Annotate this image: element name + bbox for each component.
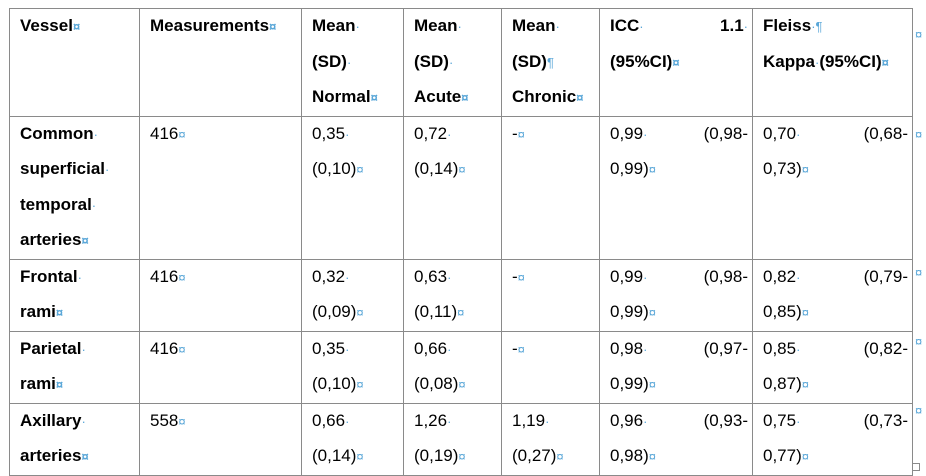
icc-cell: 0,99· (0,98- 0,99)¤ [599,258,753,332]
row-end-mark: ¤ [915,127,923,142]
row-end-mark: ¤ [915,265,923,280]
row-end-mark: ¤ [915,403,923,418]
normal-cell: 0,32· (0,09)¤ [301,258,404,332]
header-measurements: Measurements¤ [139,8,302,117]
vessel-cell: Frontal· rami¤ [9,258,140,332]
table-resize-handle[interactable] [912,463,920,471]
acute-cell: 0,66· (0,08)¤ [403,330,502,404]
row-end-mark: ¤ [915,334,923,349]
acute-cell: 0,72· (0,14)¤ [403,115,502,260]
icc-cell: 0,98· (0,97- 0,99)¤ [599,330,753,404]
acute-cell: 0,63· (0,11)¤ [403,258,502,332]
table-row: Parietal· rami¤ 416¤ 0,35· (0,10)¤ 0,66·… [9,330,913,404]
fleiss-cell: 0,85· (0,82- 0,87)¤ [752,330,913,404]
vessel-cell: Axillary· arteries¤ [9,402,140,476]
normal-cell: 0,35· (0,10)¤ [301,115,404,260]
fleiss-cell: 0,82· (0,79- 0,85)¤ [752,258,913,332]
fleiss-cell: 0,75· (0,73- 0,77)¤ [752,402,913,476]
table-row: Axillary· arteries¤ 558¤ 0,66· (0,14)¤ 1… [9,402,913,476]
header-row: Vessel¤ Measurements¤ Mean· (SD)· Normal… [9,8,913,117]
measurements-cell: 416¤ [139,258,302,332]
icc-cell: 0,96· (0,93- 0,98)¤ [599,402,753,476]
data-table: Vessel¤ Measurements¤ Mean· (SD)· Normal… [9,8,913,476]
chronic-cell: -¤ [501,330,600,404]
normal-cell: 0,35· (0,10)¤ [301,330,404,404]
header-mean-acute: Mean· (SD)· Acute¤ [403,8,502,117]
header-mean-chronic: Mean· (SD)¶ Chronic¤ [501,8,600,117]
header-vessel: Vessel¤ [9,8,140,117]
vessel-cell: Parietal· rami¤ [9,330,140,404]
chronic-cell: -¤ [501,258,600,332]
icc-cell: 0,99· (0,98- 0,99)¤ [599,115,753,260]
table-row: Frontal· rami¤ 416¤ 0,32· (0,09)¤ 0,63· … [9,258,913,332]
header-icc: ICC· 1.1· (95%CI)¤ [599,8,753,117]
vessel-cell: Common· superficial· temporal· arteries¤ [9,115,140,260]
fleiss-cell: 0,70· (0,68- 0,73)¤ [752,115,913,260]
normal-cell: 0,66· (0,14)¤ [301,402,404,476]
acute-cell: 1,26· (0,19)¤ [403,402,502,476]
chronic-cell: 1,19· (0,27)¤ [501,402,600,476]
header-mean-normal: Mean· (SD)· Normal¤ [301,8,404,117]
measurements-cell: 558¤ [139,402,302,476]
header-fleiss-kappa: Fleiss·¶ Kappa·(95%CI)¤ [752,8,913,117]
measurements-cell: 416¤ [139,115,302,260]
chronic-cell: -¤ [501,115,600,260]
measurements-cell: 416¤ [139,330,302,404]
table-row: Common· superficial· temporal· arteries¤… [9,115,913,260]
row-end-mark: ¤ [915,27,923,42]
